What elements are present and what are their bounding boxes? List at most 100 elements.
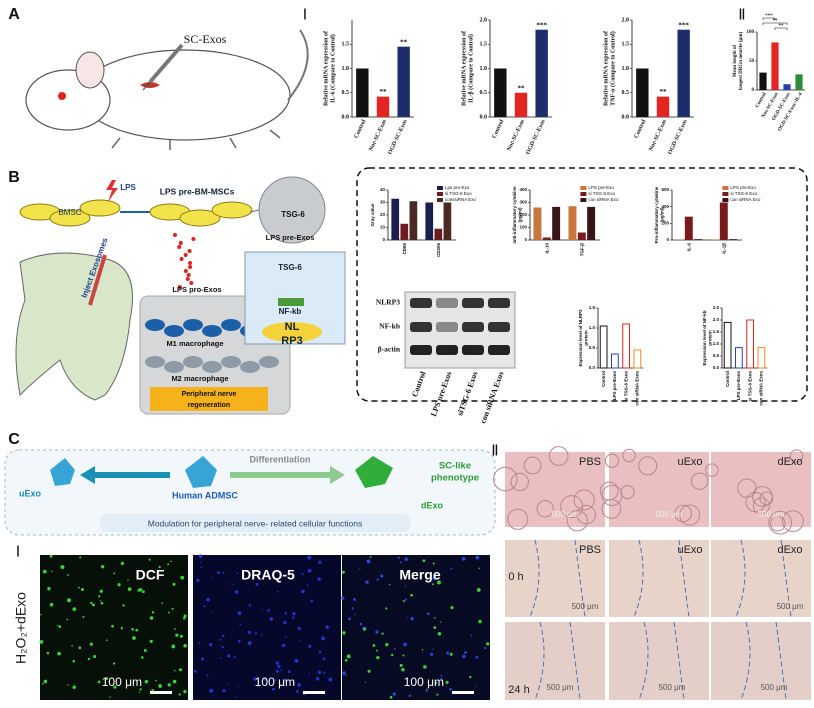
label: Control <box>410 370 428 399</box>
micrograph <box>193 555 341 700</box>
x-tick-label: Nor-SC-Exos <box>648 118 668 152</box>
label: NF-kb <box>379 322 400 331</box>
tube-mesh <box>601 484 623 506</box>
fluor-dot <box>78 646 82 650</box>
x-tick-label: Nor-SC-Exos <box>506 118 526 152</box>
fluor-dot <box>71 644 73 647</box>
fluor-dot <box>219 657 222 660</box>
rat-silhouette <box>15 252 133 401</box>
fluor-dot <box>354 613 356 616</box>
fluor-dot <box>397 556 400 559</box>
m2-cell <box>221 356 241 368</box>
wound-image <box>711 622 811 700</box>
y-tick-label: 0.0 <box>480 114 488 120</box>
label: LPS pre-Exos <box>429 370 454 417</box>
y-tick-label: 400 <box>519 187 527 192</box>
blot-band <box>488 322 510 332</box>
fluor-dot <box>445 680 449 684</box>
fluor-dot <box>322 657 326 661</box>
fluor-dot <box>171 607 174 610</box>
scale-bar <box>303 691 325 694</box>
exosome-dot <box>183 269 188 273</box>
fluor-dot <box>72 607 77 611</box>
fluor-dot <box>155 679 157 682</box>
y-tick-label: 0.5 <box>713 353 720 358</box>
section-numeral: Ⅰ <box>16 544 20 560</box>
fluor-dot <box>372 644 376 647</box>
fluor-dot <box>198 554 203 558</box>
fluor-dot <box>91 603 95 607</box>
wound-image <box>505 540 605 617</box>
tube-mesh <box>674 504 693 523</box>
x-tick-label: Nor-SC-Exos <box>368 118 388 152</box>
bar <box>611 353 619 369</box>
label: β-actin <box>378 345 401 354</box>
fluor-dot <box>275 669 279 673</box>
y-axis-label: protein <box>708 330 713 346</box>
bar <box>771 42 779 90</box>
fluor-dot <box>408 694 411 698</box>
label: NF-kb <box>279 307 302 316</box>
tube-mesh <box>510 472 529 492</box>
y-tick-label: 1.0 <box>713 341 720 346</box>
fluor-dot <box>351 607 354 610</box>
fluor-dot <box>433 574 436 576</box>
bar <box>542 237 551 240</box>
legend-label: LPS pre-Exo <box>730 185 756 190</box>
y-tick-label: 0.5 <box>589 345 596 350</box>
comparison-bracket <box>762 22 788 25</box>
bar <box>729 239 738 240</box>
exosome-dot <box>185 277 190 281</box>
y-tick-label: 10 <box>380 225 386 230</box>
fluor-dot <box>404 585 407 587</box>
blot-band <box>410 322 432 332</box>
tube-mesh <box>789 449 804 463</box>
label: 500 μm <box>761 683 788 692</box>
fluor-dot <box>425 688 428 691</box>
comparison-bracket <box>774 27 788 30</box>
fluor-dot <box>277 664 281 668</box>
sc-cell <box>355 456 393 488</box>
label: DRAQ-5 <box>241 567 295 583</box>
fluor-dot <box>167 563 170 566</box>
y-axis-label: longest DRGn neurite (μm) <box>739 32 744 91</box>
fluor-dot <box>40 613 42 616</box>
fluor-dot <box>127 587 132 591</box>
fluor-dot <box>402 654 405 657</box>
fluor-dot <box>167 683 171 687</box>
label: 500 μm <box>572 602 599 611</box>
y-axis-label: Mean length of <box>733 45 738 78</box>
fluor-dot <box>440 674 443 677</box>
wound-image <box>609 540 709 617</box>
label: con siRNA Exos <box>478 370 505 424</box>
fluor-dot <box>404 598 407 601</box>
y-tick-label: 0.0 <box>589 365 596 370</box>
blot-band <box>488 345 510 355</box>
x-tick-label: si TSG-6 Exos <box>623 371 628 402</box>
y-tick-label: 1.5 <box>480 42 488 48</box>
fluor-dot <box>39 639 44 644</box>
fluor-dot <box>105 639 108 641</box>
y-axis-label: Pro-inflammatory cytokine <box>654 186 659 243</box>
fluor-dot <box>341 596 345 600</box>
tube-mesh <box>781 510 804 533</box>
legend-swatch <box>436 186 443 190</box>
label: M1 macrophage <box>166 339 223 348</box>
fluor-dot <box>284 678 288 682</box>
label: 500 μm <box>547 683 574 692</box>
fluor-dot <box>254 632 258 635</box>
tube-mesh <box>536 500 554 518</box>
bar <box>552 206 561 240</box>
tube-mesh <box>752 497 770 515</box>
legend-swatch <box>436 198 443 202</box>
tube-mesh <box>576 504 597 525</box>
fluor-dot <box>138 691 141 693</box>
fluor-dot <box>294 658 299 663</box>
fluor-dot <box>67 574 69 576</box>
legend-label: con siRNA Exo <box>588 197 619 202</box>
fluor-dot <box>247 630 252 635</box>
fluor-dot <box>264 572 266 575</box>
y-axis-label: IL-β (Compare to Control) <box>467 34 474 103</box>
m1-cell <box>183 319 203 331</box>
bar <box>568 206 577 240</box>
